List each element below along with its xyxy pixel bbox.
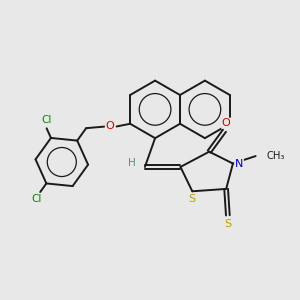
Text: H: H (128, 158, 136, 168)
Text: S: S (224, 219, 231, 229)
Text: CH₃: CH₃ (267, 151, 285, 161)
Text: O: O (222, 118, 230, 128)
Text: S: S (188, 194, 195, 204)
Text: Cl: Cl (31, 194, 41, 205)
Text: N: N (235, 158, 243, 169)
Text: O: O (106, 122, 114, 131)
Text: Cl: Cl (41, 115, 52, 125)
